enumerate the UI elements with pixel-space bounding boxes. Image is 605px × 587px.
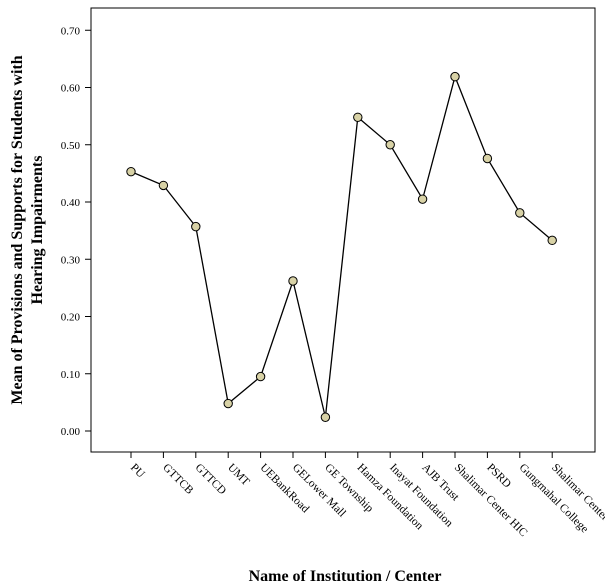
x-tick-label: PSRD bbox=[484, 462, 513, 491]
y-axis: 0.00 0.10 0.20 0.30 0.40 0.50 0.60 0.70 bbox=[61, 25, 91, 438]
y-tick-label: 0.20 bbox=[61, 312, 81, 324]
data-point bbox=[255, 371, 266, 382]
x-tick-label: GTTCB bbox=[160, 462, 195, 497]
y-axis-title-line-1: Mean of Provisions and Supports for Stud… bbox=[9, 55, 26, 404]
y-tick-label: 0.30 bbox=[61, 254, 81, 266]
data-point bbox=[547, 235, 557, 246]
data-point bbox=[353, 112, 363, 122]
y-tick-label: 0.70 bbox=[61, 25, 81, 37]
data-point bbox=[223, 398, 233, 409]
data-point bbox=[385, 140, 395, 150]
data-point bbox=[450, 71, 460, 82]
data-point bbox=[158, 180, 169, 191]
y-tick-label: 0.40 bbox=[61, 197, 81, 209]
y-tick-label: 0.10 bbox=[61, 369, 81, 381]
data-point bbox=[482, 153, 493, 164]
x-tick-label: UMT bbox=[225, 462, 252, 489]
data-point bbox=[288, 276, 298, 286]
data-point bbox=[320, 412, 331, 422]
x-tick-label: PU bbox=[128, 462, 147, 481]
y-axis-title-line-2: Hearing Impairments bbox=[29, 156, 46, 305]
y-axis-title: Mean of Provisions and Supports for Stud… bbox=[9, 55, 46, 404]
y-tick-label: 0.00 bbox=[61, 426, 81, 438]
y-tick-label: 0.60 bbox=[61, 83, 81, 95]
x-axis-title: Name of Institution / Center bbox=[249, 568, 442, 585]
plot-frame bbox=[90, 7, 596, 453]
y-tick-label: 0.50 bbox=[61, 140, 81, 152]
x-tick-label: GTTCD bbox=[193, 462, 229, 498]
data-point bbox=[126, 166, 136, 177]
data-point bbox=[515, 208, 525, 218]
series-line bbox=[130, 74, 553, 418]
data-series bbox=[126, 71, 557, 422]
data-point bbox=[191, 221, 201, 232]
data-point bbox=[417, 194, 428, 204]
